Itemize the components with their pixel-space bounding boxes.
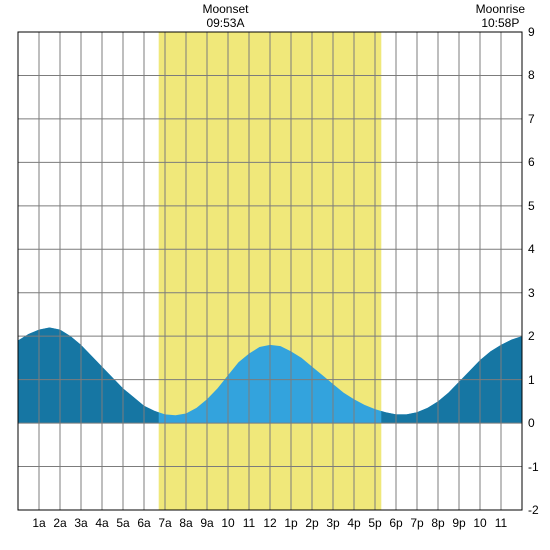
- x-tick-label: 2a: [53, 516, 66, 530]
- y-tick-label: 1: [528, 373, 548, 387]
- y-tick-label: 9: [528, 25, 548, 39]
- y-tick-label: 0: [528, 416, 548, 430]
- y-tick-label: 5: [528, 199, 548, 213]
- x-tick-label: 7a: [158, 516, 171, 530]
- x-tick-label: 6p: [389, 516, 402, 530]
- x-tick-label: 4p: [347, 516, 360, 530]
- x-tick-label: 9p: [452, 516, 465, 530]
- moonset-time: 09:53A: [195, 16, 255, 30]
- x-tick-label: 11: [495, 516, 507, 530]
- x-tick-label: 9a: [200, 516, 213, 530]
- x-tick-label: 8a: [179, 516, 192, 530]
- x-tick-label: 11: [243, 516, 255, 530]
- x-tick-label: 12: [263, 516, 276, 530]
- y-tick-label: 6: [528, 155, 548, 169]
- x-tick-label: 6a: [137, 516, 150, 530]
- x-tick-label: 3p: [326, 516, 339, 530]
- y-tick-label: -2: [528, 503, 548, 517]
- y-tick-label: 7: [528, 112, 548, 126]
- moonset-label: Moonset09:53A: [195, 2, 255, 31]
- x-tick-label: 10: [473, 516, 486, 530]
- x-tick-label: 5a: [116, 516, 129, 530]
- x-tick-label: 4a: [95, 516, 108, 530]
- x-tick-label: 8p: [431, 516, 444, 530]
- x-tick-label: 2p: [305, 516, 318, 530]
- y-tick-label: -1: [528, 460, 548, 474]
- moonrise-title: Moonrise: [470, 2, 530, 16]
- x-tick-label: 5p: [368, 516, 381, 530]
- moonrise-label: Moonrise10:58P: [470, 2, 530, 31]
- y-tick-label: 2: [528, 329, 548, 343]
- x-tick-label: 1p: [284, 516, 297, 530]
- x-tick-label: 10: [221, 516, 234, 530]
- x-tick-label: 3a: [74, 516, 87, 530]
- tide-chart: [0, 0, 550, 550]
- moonrise-time: 10:58P: [470, 16, 530, 30]
- x-tick-label: 1a: [32, 516, 45, 530]
- y-tick-label: 3: [528, 286, 548, 300]
- y-tick-label: 4: [528, 242, 548, 256]
- moonset-title: Moonset: [195, 2, 255, 16]
- x-tick-label: 7p: [410, 516, 423, 530]
- y-tick-label: 8: [528, 68, 548, 82]
